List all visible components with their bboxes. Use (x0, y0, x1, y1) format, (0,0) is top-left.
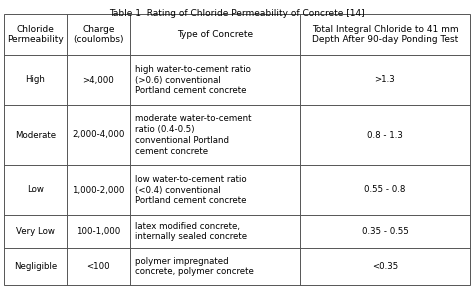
Text: 0.8 - 1.3: 0.8 - 1.3 (367, 130, 403, 139)
Text: latex modified concrete,
internally sealed concrete: latex modified concrete, internally seal… (135, 222, 247, 241)
Text: 1,000-2,000: 1,000-2,000 (72, 185, 125, 194)
Text: 0.35 - 0.55: 0.35 - 0.55 (362, 227, 409, 236)
Text: Type of Concrete: Type of Concrete (177, 30, 253, 39)
Text: Negligible: Negligible (14, 262, 57, 271)
Text: low water-to-cement ratio
(<0.4) conventional
Portland cement concrete: low water-to-cement ratio (<0.4) convent… (135, 175, 246, 205)
Text: Table 1  Rating of Chloride Permeability of Concrete [14]: Table 1 Rating of Chloride Permeability … (109, 9, 365, 18)
Text: Low: Low (27, 185, 44, 194)
Text: >1.3: >1.3 (374, 75, 395, 84)
Text: Charge
(coulombs): Charge (coulombs) (73, 25, 124, 44)
Text: Very Low: Very Low (16, 227, 55, 236)
Text: 100-1,000: 100-1,000 (76, 227, 120, 236)
Text: polymer impregnated
concrete, polymer concrete: polymer impregnated concrete, polymer co… (135, 257, 254, 276)
Text: Moderate: Moderate (15, 130, 56, 139)
Text: >4,000: >4,000 (82, 75, 114, 84)
Text: 0.55 - 0.8: 0.55 - 0.8 (364, 185, 406, 194)
Text: moderate water-to-cement
ratio (0.4-0.5)
conventional Portland
cement concrete: moderate water-to-cement ratio (0.4-0.5)… (135, 114, 251, 156)
Text: 2,000-4,000: 2,000-4,000 (72, 130, 125, 139)
Text: <100: <100 (87, 262, 110, 271)
Text: Chloride
Permeability: Chloride Permeability (7, 25, 64, 44)
Text: <0.35: <0.35 (372, 262, 398, 271)
Text: High: High (26, 75, 46, 84)
Text: high water-to-cement ratio
(>0.6) conventional
Portland cement concrete: high water-to-cement ratio (>0.6) conven… (135, 65, 251, 95)
Text: Total Integral Chloride to 41 mm
Depth After 90-day Ponding Test: Total Integral Chloride to 41 mm Depth A… (311, 25, 458, 44)
